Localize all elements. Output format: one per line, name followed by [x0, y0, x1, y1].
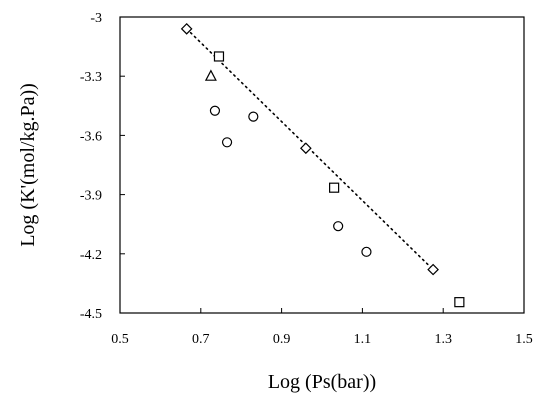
diamond-marker — [180, 22, 193, 35]
data-markers — [180, 22, 465, 308]
y-tick-label: -4.2 — [80, 248, 102, 263]
diamond-marker — [299, 142, 312, 155]
square-marker — [329, 182, 340, 193]
circle-marker — [333, 221, 344, 232]
circle-marker — [248, 111, 259, 122]
circle-marker — [221, 137, 233, 148]
y-tick-label: -3.9 — [80, 189, 102, 204]
x-tick-label: 1.3 — [434, 332, 452, 347]
square-marker — [213, 51, 225, 62]
circle-marker — [361, 246, 372, 257]
x-tick-label: 0.5 — [111, 332, 129, 347]
circle-marker — [209, 105, 221, 116]
square-marker — [454, 297, 465, 308]
y-tick-label: -4.5 — [80, 307, 102, 322]
diamond-marker — [427, 263, 439, 276]
x-tick-label: 0.9 — [273, 332, 291, 347]
x-tick-label: 0.7 — [192, 332, 210, 347]
triangle-marker — [204, 69, 217, 81]
x-tick-label: 1.5 — [515, 332, 533, 347]
y-tick-label: -3.6 — [80, 129, 102, 144]
x-axis: 0.5 0.7 0.9 1.1 1.3 1.5 — [111, 308, 533, 347]
y-axis-title: Log (K'(mol/kg.Pa)) — [17, 83, 39, 247]
y-tick-label: -3 — [90, 11, 102, 26]
plot-frame — [119, 16, 525, 314]
y-tick-label: -3.3 — [80, 70, 102, 85]
x-tick-label: 1.1 — [354, 332, 372, 347]
y-axis: -3 -3.3 -3.6 -3.9 -4.2 -4.5 — [80, 11, 125, 322]
x-axis-title: Log (Ps(bar)) — [268, 371, 376, 393]
